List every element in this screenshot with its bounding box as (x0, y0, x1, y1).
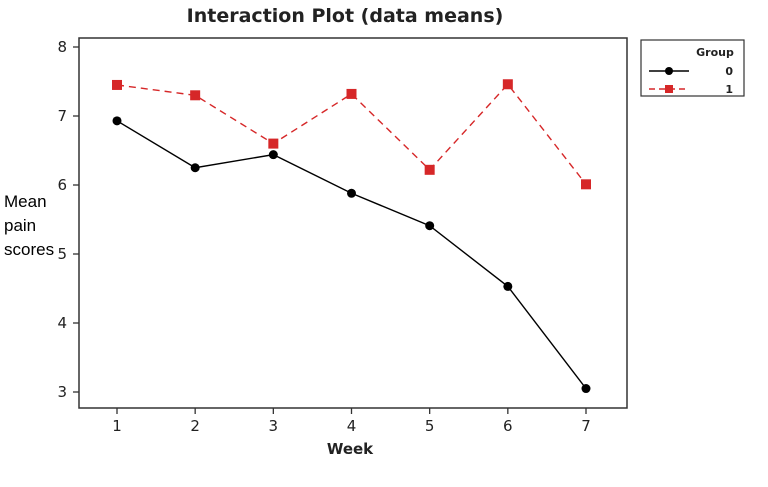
y-axis-title-line-3: scores (4, 240, 54, 259)
y-tick-label: 5 (57, 245, 67, 263)
y-tick-label: 6 (57, 176, 67, 194)
data-point-group-1 (190, 90, 201, 101)
series-layer (112, 79, 591, 394)
plot-area-frame (78, 37, 628, 409)
x-tick-label: 3 (269, 417, 279, 435)
data-point-group-0 (503, 281, 513, 291)
legend-box (640, 39, 745, 97)
x-tick-label: 4 (347, 417, 357, 435)
series-line-group-0 (116, 120, 587, 389)
x-tick-label: 1 (112, 417, 122, 435)
y-tick-label: 4 (57, 314, 67, 332)
y-axis-title: Mean pain scores (4, 192, 54, 259)
y-axis: 3 4 5 6 7 8 (57, 38, 79, 401)
data-point-group-0 (112, 116, 122, 126)
data-point-group-1 (112, 79, 122, 90)
legend: Group 01 (640, 39, 745, 97)
x-axis-title: Week (327, 440, 374, 458)
data-point-group-1 (581, 179, 591, 190)
data-point-group-0 (581, 384, 591, 394)
data-point-group-0 (347, 188, 356, 198)
chart-title: Interaction Plot (data means) (187, 5, 504, 27)
y-tick-label: 7 (57, 107, 67, 125)
legend-marker-group-1 (665, 85, 673, 93)
legend-label-group-0: 0 (725, 65, 733, 78)
y-axis-title-line-2: pain (4, 216, 36, 235)
y-axis-title-line-1: Mean (4, 192, 47, 211)
legend-items: 01 (649, 65, 733, 96)
data-point-group-1 (346, 88, 357, 99)
data-point-group-1 (502, 79, 513, 90)
x-tick-label: 6 (503, 417, 513, 435)
data-point-group-0 (425, 221, 435, 231)
legend-marker-group-0 (665, 67, 673, 75)
y-tick-label: 8 (57, 38, 67, 56)
data-point-group-1 (268, 138, 279, 149)
x-tick-label: 7 (581, 417, 591, 435)
data-point-group-1 (424, 164, 435, 175)
x-tick-label: 5 (425, 417, 435, 435)
x-tick-label: 2 (190, 417, 200, 435)
legend-title: Group (696, 46, 734, 59)
x-axis: 1 2 3 4 5 6 7 (112, 408, 591, 435)
series-line-group-1 (116, 83, 587, 185)
y-tick-label: 3 (57, 383, 67, 401)
data-point-group-0 (268, 150, 278, 160)
data-point-group-0 (190, 163, 200, 173)
legend-label-group-1: 1 (725, 83, 733, 96)
